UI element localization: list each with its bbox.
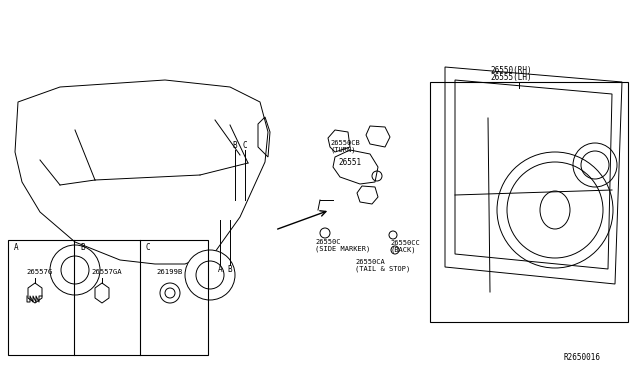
Text: (TURN): (TURN) [330,147,355,153]
Text: 26550(RH): 26550(RH) [490,65,532,74]
Text: (BACK): (BACK) [390,247,415,253]
Text: 26550CC: 26550CC [390,240,420,246]
Text: 26550C: 26550C [315,239,340,245]
Text: 26550CA: 26550CA [355,259,385,265]
Text: B: B [228,266,232,275]
Text: 26555(LH): 26555(LH) [490,73,532,81]
Text: B: B [233,141,237,150]
Circle shape [185,250,235,300]
Text: 26550CB: 26550CB [330,140,360,146]
Text: 26551: 26551 [338,157,361,167]
Text: C: C [146,243,150,251]
Text: A: A [14,243,19,251]
Circle shape [50,245,100,295]
Text: C: C [243,141,247,150]
Text: 26557G: 26557G [27,269,53,275]
Text: 26557GA: 26557GA [92,269,122,275]
Text: 26199B: 26199B [157,269,183,275]
Bar [8,240,208,355]
Text: A: A [218,266,222,275]
Text: R2650016: R2650016 [563,353,600,362]
Text: (SIDE MARKER): (SIDE MARKER) [315,246,371,252]
Text: B: B [80,243,84,251]
Bar [430,82,628,322]
Text: (TAIL & STOP): (TAIL & STOP) [355,266,410,272]
